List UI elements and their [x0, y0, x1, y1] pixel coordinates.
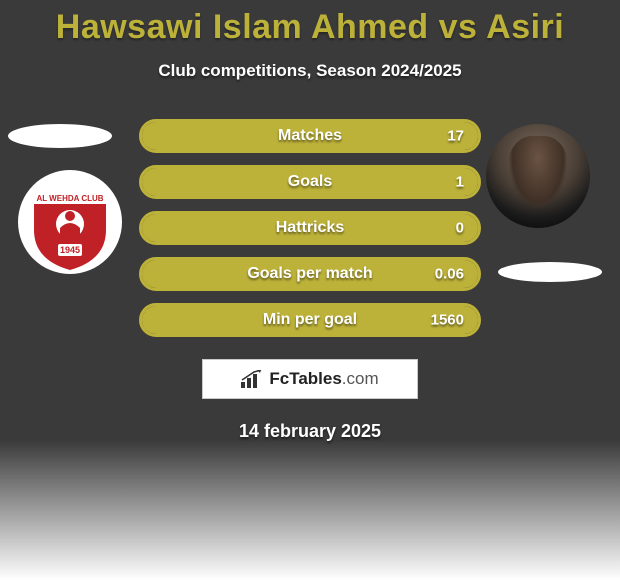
stat-row-mpg: Min per goal 1560: [139, 303, 481, 337]
club-badge-left: AL WEHDA CLUB 1945: [18, 170, 122, 274]
stat-val-right: 1: [456, 174, 464, 191]
left-ellipse: [8, 124, 112, 148]
stat-label: Goals: [288, 173, 332, 191]
page-title: Hawsawi Islam Ahmed vs Asiri: [0, 0, 620, 47]
stats-list: Matches 17 Goals 1 Hattricks 0 Goals per…: [139, 119, 481, 337]
stat-row-hattricks: Hattricks 0: [139, 211, 481, 245]
stat-label: Min per goal: [263, 311, 357, 329]
right-ellipse: [498, 262, 602, 282]
stat-val-right: 0.06: [435, 266, 464, 283]
stat-val-right: 1560: [431, 312, 464, 329]
stat-label: Hattricks: [276, 219, 344, 237]
brand-text-a: FcTables: [269, 369, 341, 388]
stat-label: Goals per match: [247, 265, 372, 283]
date-text: 14 february 2025: [0, 421, 620, 442]
stat-row-matches: Matches 17: [139, 119, 481, 153]
stat-val-right: 17: [447, 128, 464, 145]
stat-row-goals: Goals 1: [139, 165, 481, 199]
stat-row-gpm: Goals per match 0.06: [139, 257, 481, 291]
player-photo-right: [486, 124, 590, 228]
stat-label: Matches: [278, 127, 342, 145]
stat-val-right: 0: [456, 220, 464, 237]
badge-year: 1945: [60, 245, 80, 255]
brand-box: FcTables.com: [202, 359, 418, 399]
infographic: Hawsawi Islam Ahmed vs Asiri Club compet…: [0, 0, 620, 580]
subtitle: Club competitions, Season 2024/2025: [0, 61, 620, 81]
brand-text-b: .com: [342, 369, 379, 388]
brand-icon: [241, 370, 263, 388]
brand-text: FcTables.com: [269, 369, 378, 389]
badge-top-text: AL WEHDA CLUB: [36, 194, 103, 203]
